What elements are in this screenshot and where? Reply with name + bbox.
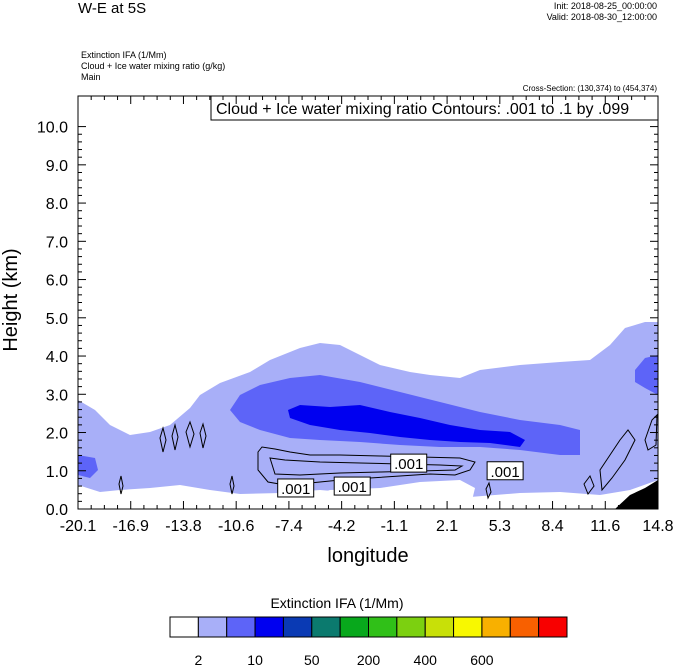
contour-label: .001 xyxy=(491,464,520,481)
contour-line-right-3 xyxy=(583,474,595,496)
y-tick-label: 6.0 xyxy=(46,273,68,290)
x-axis: -20.1 -16.9 -13.8 -10.6 -7.4 -4.2 -1.1 2.1 5.3 8.… xyxy=(60,96,674,535)
y-tick-label: 10.0 xyxy=(37,120,68,137)
y-tick-label: 4.0 xyxy=(46,349,68,366)
contour-line-left-2 xyxy=(171,423,179,451)
contour-label-box xyxy=(333,476,371,496)
colorbar-label: 600 xyxy=(470,652,494,667)
cross-section-label: Cross-Section: (130,374) to (454,374) xyxy=(522,84,657,93)
colorbar-swatch xyxy=(453,616,483,638)
contour-line-right-4 xyxy=(485,481,492,500)
contour-label-box xyxy=(390,453,428,473)
colorbar xyxy=(169,616,568,638)
contour-line-left-3 xyxy=(185,420,195,449)
colorbar-label: 10 xyxy=(247,652,263,667)
colorbar-swatch xyxy=(311,616,341,638)
x-tick-label: 5.3 xyxy=(489,518,511,535)
contour-label: .001 xyxy=(338,479,367,496)
colorbar-swatch xyxy=(368,616,398,638)
contour-info-text: Cloud + Ice water mixing ratio Contours:… xyxy=(216,101,629,118)
extinction-fill-clear xyxy=(300,480,475,509)
x-tick-label: -4.2 xyxy=(328,518,356,535)
colorbar-swatch xyxy=(339,616,369,638)
y-tick-label: 7.0 xyxy=(46,234,68,251)
contour-line-left-4 xyxy=(199,422,207,449)
colorbar-swatch xyxy=(254,616,284,638)
x-axis-label: longitude xyxy=(327,545,408,567)
y-tick-label: 9.0 xyxy=(46,158,68,175)
x-tick-label: -20.1 xyxy=(60,518,97,535)
x-tick-label: -10.6 xyxy=(218,518,255,535)
x-tick-label: -7.4 xyxy=(275,518,303,535)
colorbar-swatch xyxy=(396,616,426,638)
colorbar-swatch xyxy=(509,616,540,638)
contour-labels: .001 .001 .001 .001 xyxy=(277,453,524,498)
contour-line-left-6 xyxy=(229,475,235,495)
mixing-ratio-contours xyxy=(118,413,658,500)
colorbar-label: 200 xyxy=(357,652,381,667)
x-tick-label: 2.1 xyxy=(436,518,458,535)
field-label-main: Main xyxy=(81,72,101,82)
extinction-fill-level-2b xyxy=(635,355,658,395)
colorbar-label: 2 xyxy=(194,652,202,667)
contour-info-box: Cloud + Ice water mixing ratio Contours:… xyxy=(210,95,659,121)
x-tick-label: 14.8 xyxy=(642,518,673,535)
contour-line-right-2 xyxy=(644,413,658,451)
contour-line-left-1 xyxy=(159,426,167,453)
colorbar-title: Extinction IFA (1/Mm) xyxy=(270,595,404,611)
colorbar-swatch xyxy=(197,616,228,638)
plot-title: W-E at 5S xyxy=(78,0,147,17)
contour-label: .001 xyxy=(281,481,310,498)
contour-label: .001 xyxy=(394,456,423,473)
colorbar-swatch xyxy=(424,616,455,638)
colorbar-swatch xyxy=(282,616,313,638)
valid-time: Valid: 2018-08-30_12:00:00 xyxy=(546,12,657,22)
y-axis: 0.0 1.0 2.0 3.0 4.0 5.0 6.0 7.0 8.0 9.0 10.0 xyxy=(37,120,658,519)
contour-label-box xyxy=(486,461,524,481)
colorbar-swatch xyxy=(169,616,199,638)
contour-line-left-5 xyxy=(118,475,124,495)
init-time: Init: 2018-08-25_00:00:00 xyxy=(553,1,657,11)
plot-area: .001 .001 .001 .001 xyxy=(77,95,659,510)
y-tick-label: 8.0 xyxy=(46,196,68,213)
contour-line-right-1 xyxy=(599,429,636,492)
x-tick-label: 8.4 xyxy=(541,518,563,535)
colorbar-swatch xyxy=(538,616,568,638)
colorbar-label: 50 xyxy=(304,652,320,667)
extinction-fill-level-2c xyxy=(78,455,98,478)
colorbar-swatch xyxy=(226,616,256,638)
contour-label-box xyxy=(277,478,315,498)
x-tick-label: -1.1 xyxy=(381,518,409,535)
y-tick-label: 2.0 xyxy=(46,426,68,443)
x-tick-label: 11.6 xyxy=(590,518,620,535)
colorbar-swatch xyxy=(481,616,511,638)
extinction-fill-dark xyxy=(615,480,658,509)
colorbar-labels: 2 10 50 200 400 600 xyxy=(194,652,493,667)
contour-line-inner xyxy=(269,457,464,476)
y-tick-label: 5.0 xyxy=(46,311,68,328)
field-label-mixing-ratio: Cloud + Ice water mixing ratio (g/kg) xyxy=(81,61,226,71)
field-label-extinction: Extinction IFA (1/Mm) xyxy=(81,50,167,60)
y-tick-label: 1.0 xyxy=(46,464,68,481)
y-tick-label: 0.0 xyxy=(46,502,68,519)
y-axis-label: Height (km) xyxy=(0,248,22,351)
y-tick-label: 3.0 xyxy=(46,387,68,404)
x-tick-label: -13.8 xyxy=(165,518,202,535)
colorbar-label: 400 xyxy=(414,652,438,667)
extinction-fill-level-3 xyxy=(288,405,525,447)
x-tick-label: -16.9 xyxy=(112,518,149,535)
